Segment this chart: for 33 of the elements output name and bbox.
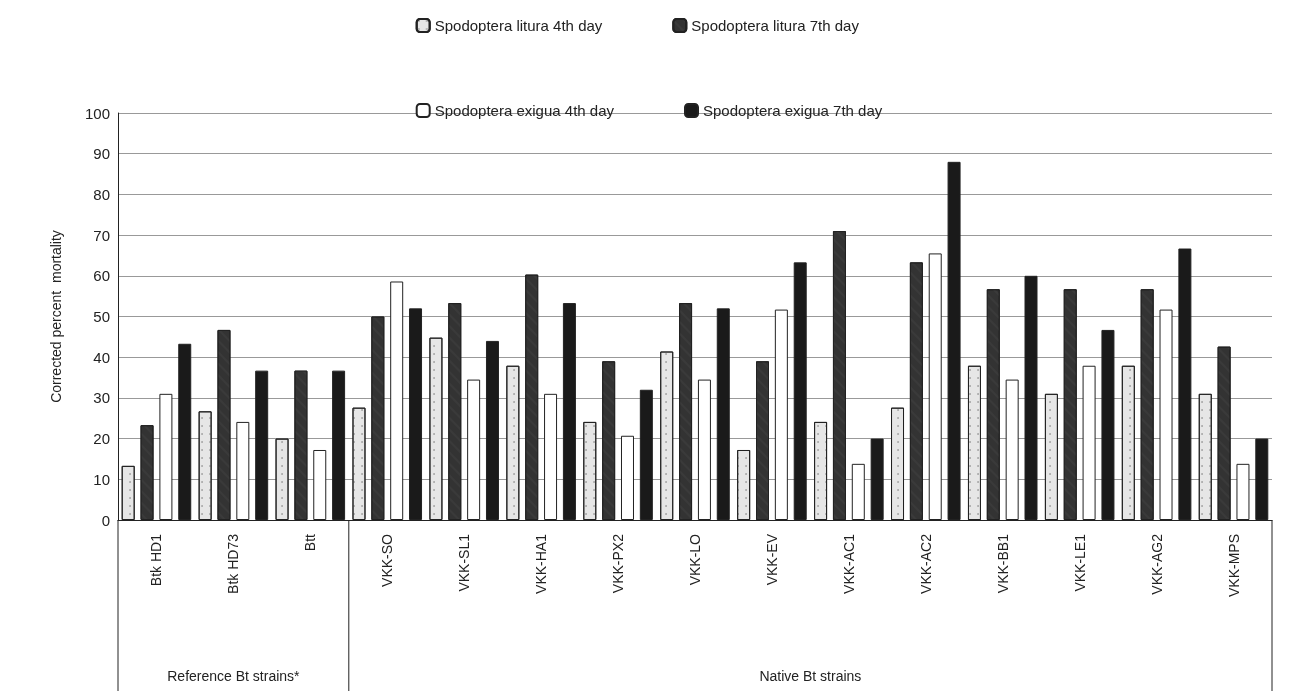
y-tick-label: 100 bbox=[84, 104, 110, 122]
legend-label: Spodoptera litura 7th day bbox=[691, 17, 860, 34]
x-tick-label: Btk HD1 bbox=[148, 533, 165, 587]
x-tick-label: VKK-HA1 bbox=[533, 533, 550, 594]
y-tick-label: 70 bbox=[93, 226, 110, 244]
x-tick-label: VKK-LE1 bbox=[1071, 533, 1088, 592]
x-tick-label: Btt bbox=[302, 533, 319, 552]
x-tick-label: VKK-AC2 bbox=[917, 533, 934, 594]
y-axis-title: Corrected percent mortality bbox=[48, 230, 64, 403]
y-tick-label: 50 bbox=[93, 308, 110, 325]
x-tick-label: VKK-PX2 bbox=[610, 533, 627, 594]
legend-label: Spodoptera exigua 7th day bbox=[703, 102, 883, 119]
x-tick-label: VKK-EV bbox=[763, 533, 780, 586]
x-tick-label: VKK-MPS bbox=[1225, 534, 1242, 598]
x-tick-label: VKK-SL1 bbox=[456, 533, 473, 592]
x-tick-label: VKK-AC1 bbox=[840, 533, 857, 594]
legend-label: Spodoptera exigua 4th day bbox=[434, 102, 615, 119]
legend-label: Spodoptera litura 4th day bbox=[434, 17, 603, 34]
text: Native Bt strains bbox=[759, 668, 862, 684]
x-tick-label: VKK-SO bbox=[379, 533, 396, 587]
x-tick-label: VKK-AG2 bbox=[1148, 533, 1165, 595]
x-tick-label: VKK-LO bbox=[687, 533, 703, 586]
y-tick-label: 60 bbox=[93, 267, 110, 285]
y-tick-label: 80 bbox=[93, 185, 110, 203]
y-tick-label: 0 bbox=[101, 511, 110, 529]
y-tick-label: 40 bbox=[93, 348, 110, 366]
y-tick-label: 20 bbox=[93, 430, 110, 448]
x-tick-label: Btk HD73 bbox=[225, 533, 242, 594]
y-tick-label: 90 bbox=[93, 145, 110, 163]
text: Reference Bt strains* bbox=[167, 668, 301, 684]
x-tick-label: VKK-BB1 bbox=[994, 533, 1011, 594]
y-tick-label: 10 bbox=[93, 470, 110, 488]
y-tick-label: 30 bbox=[93, 389, 110, 407]
